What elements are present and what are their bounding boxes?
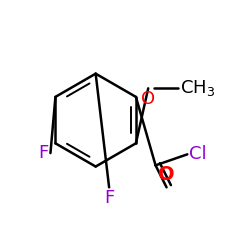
- Text: F: F: [104, 189, 114, 207]
- Text: Cl: Cl: [188, 145, 206, 163]
- Text: O: O: [158, 166, 175, 184]
- Text: O: O: [141, 90, 155, 108]
- Text: F: F: [38, 144, 48, 162]
- Text: CH$_3$: CH$_3$: [180, 78, 215, 98]
